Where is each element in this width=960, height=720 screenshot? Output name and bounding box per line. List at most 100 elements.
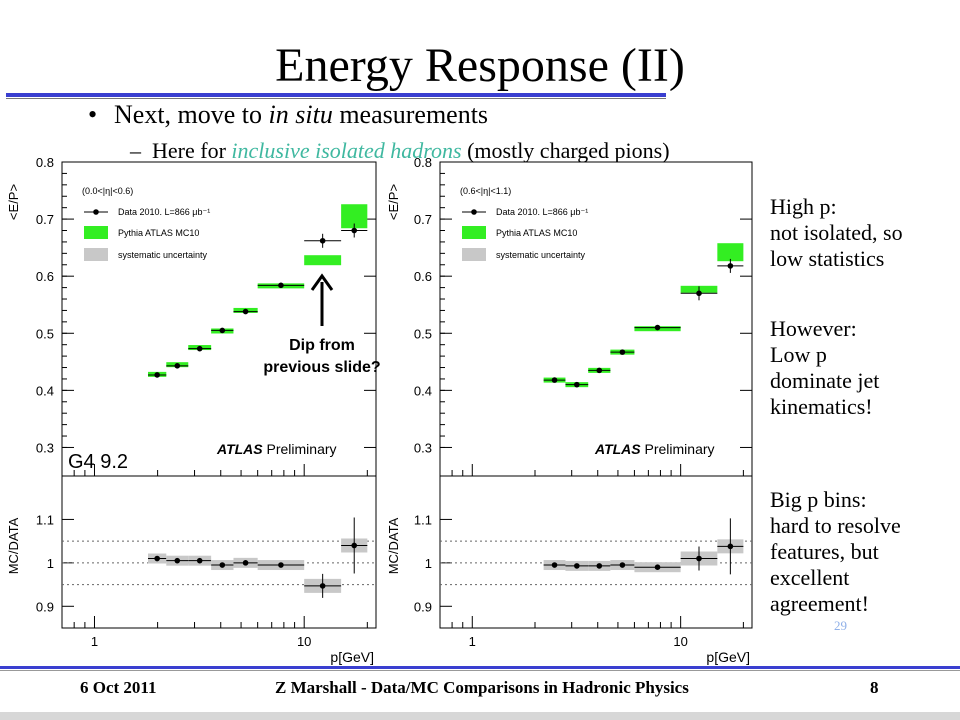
data-point <box>319 237 326 244</box>
y-axis-label: <E/P> <box>386 184 401 220</box>
legend-data-text: Data 2010. L=866 μb⁻¹ <box>496 207 588 217</box>
legend-data-marker <box>471 209 477 215</box>
y-axis-label: <E/P> <box>6 184 21 220</box>
annotation-arrow-head-icon <box>310 273 334 291</box>
ratio-point <box>319 583 326 589</box>
g4-version-label: G4 9.2 <box>68 451 128 473</box>
x-tick-label: 10 <box>673 634 687 649</box>
x-axis-label: p[GeV] <box>330 649 374 665</box>
eta-range-label: (0.6<|η|<1.1) <box>460 186 511 196</box>
ratio-point <box>154 555 160 562</box>
ratio-y-tick-label: 0.9 <box>414 599 432 614</box>
ratio-point <box>219 562 226 568</box>
sub-rest: (mostly charged pions) <box>461 138 670 163</box>
sub-dash: – <box>130 138 141 163</box>
y-tick-label: 0.7 <box>414 212 432 227</box>
ratio-y-tick-label: 1.1 <box>414 512 432 527</box>
data-point <box>727 263 734 269</box>
mc-prediction-band <box>304 255 342 266</box>
eta-range-label: (0.0<|η|<0.6) <box>82 186 133 196</box>
main-plot-frame <box>61 161 377 477</box>
ratio-point <box>242 560 249 566</box>
title-underline-shadow <box>6 98 666 99</box>
data-point <box>154 372 160 378</box>
data-point <box>278 282 284 289</box>
y-tick-label: 0.3 <box>36 440 54 455</box>
footer-date: 6 Oct 2011 <box>80 678 157 697</box>
bullet-sub: – Here for inclusive isolated hadrons (m… <box>130 138 670 164</box>
data-point <box>596 367 603 374</box>
mc-prediction-band <box>717 243 744 262</box>
bullet-text: Next, move to <box>114 100 269 129</box>
ratio-point <box>196 557 203 564</box>
note-however: However: Low p dominate jet kinematics! <box>770 316 880 419</box>
ratio-point <box>174 557 181 564</box>
y-tick-label: 0.7 <box>36 212 54 227</box>
ratio-point <box>727 543 734 550</box>
data-point <box>654 324 661 331</box>
bullet-emphasis: in situ <box>268 100 333 129</box>
bullet-rest: measurements <box>332 100 489 129</box>
ratio-plot-frame <box>61 475 377 629</box>
x-tick-label: 10 <box>297 634 311 649</box>
legend-mc-swatch <box>462 226 486 239</box>
ratio-point <box>654 564 661 570</box>
data-point <box>696 290 702 297</box>
ratio-y-tick-label: 1 <box>425 556 432 571</box>
note-high-p: High p: not isolated, so low statistics <box>770 194 903 271</box>
legend-data-marker <box>93 209 99 215</box>
footer-rule-shadow <box>0 670 960 671</box>
atlas-label: ATLAS Preliminary <box>216 441 337 457</box>
data-point <box>242 308 249 315</box>
corner-page-number: 29 <box>834 618 847 633</box>
legend-syst-swatch <box>462 248 486 261</box>
ratio-y-axis-label: MC/DATA <box>386 517 401 574</box>
ratio-point <box>551 562 558 568</box>
y-tick-label: 0.5 <box>36 326 54 341</box>
slide-title: Energy Response (II) <box>275 39 685 92</box>
ratio-point <box>696 555 702 562</box>
legend-syst-text: systematic uncertainty <box>118 250 208 260</box>
y-tick-label: 0.4 <box>414 383 432 398</box>
y-tick-label: 0.6 <box>414 269 432 284</box>
bottom-band <box>0 712 960 720</box>
bullet-main: • Next, move to in situ measurements <box>88 100 488 130</box>
legend-data-text: Data 2010. L=866 μb⁻¹ <box>118 207 210 217</box>
y-tick-label: 0.8 <box>414 155 432 170</box>
y-tick-label: 0.4 <box>36 383 54 398</box>
title-underline <box>6 93 666 97</box>
ratio-y-tick-label: 0.9 <box>36 599 54 614</box>
ratio-point <box>278 562 284 568</box>
data-point <box>551 377 558 383</box>
ratio-point <box>351 542 358 549</box>
data-point <box>351 227 358 234</box>
atlas-label: ATLAS Preliminary <box>594 441 715 457</box>
ratio-y-tick-label: 1 <box>47 556 54 571</box>
ratio-point <box>596 563 603 569</box>
footer-page-number: 8 <box>870 678 879 697</box>
x-axis-label: p[GeV] <box>706 649 750 665</box>
data-point <box>574 381 580 388</box>
footer-rule <box>0 666 960 669</box>
ratio-y-axis-label: MC/DATA <box>6 517 21 574</box>
legend-mc-text: Pythia ATLAS MC10 <box>496 228 577 238</box>
legend-mc-text: Pythia ATLAS MC10 <box>118 228 199 238</box>
note-big-bins: Big p bins: hard to resolve features, bu… <box>770 487 901 616</box>
footer-title: Z Marshall - Data/MC Comparisons in Hadr… <box>275 678 689 697</box>
y-tick-label: 0.8 <box>36 155 54 170</box>
x-tick-label: 1 <box>91 634 98 649</box>
ratio-plot-frame <box>439 475 753 629</box>
legend-mc-swatch <box>84 226 108 239</box>
sub-highlight: inclusive isolated hadrons <box>231 138 462 163</box>
ratio-y-tick-label: 1.1 <box>36 512 54 527</box>
data-point <box>174 363 181 369</box>
ratio-point <box>574 563 580 569</box>
legend-syst-swatch <box>84 248 108 261</box>
sub-text: Here for <box>152 138 232 163</box>
y-tick-label: 0.6 <box>36 269 54 284</box>
bullet-dot-icon: • <box>88 100 98 129</box>
legend-syst-text: systematic uncertainty <box>496 250 586 260</box>
x-tick-label: 1 <box>469 634 476 649</box>
y-tick-label: 0.5 <box>414 326 432 341</box>
